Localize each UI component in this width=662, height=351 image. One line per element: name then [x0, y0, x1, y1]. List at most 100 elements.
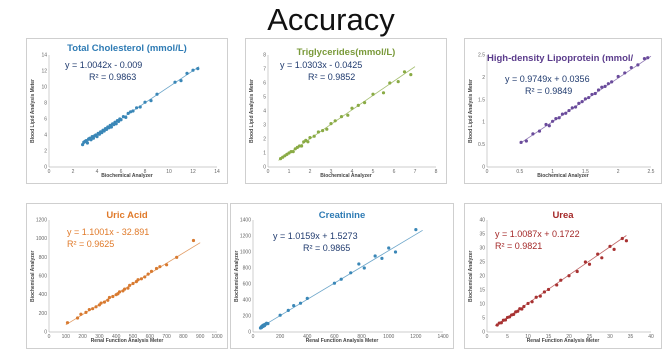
- x-tick-label: 2.5: [648, 169, 655, 175]
- x-tick-label: 2: [617, 169, 620, 175]
- data-point: [158, 265, 162, 269]
- data-point: [266, 322, 270, 326]
- plot-area: 0 100 200 300 400 500 600 700 800 900 1000 0 200 400 6…: [36, 218, 223, 341]
- data-point: [291, 150, 295, 154]
- data-point: [388, 81, 392, 85]
- data-point: [402, 70, 407, 74]
- data-point: [381, 91, 386, 95]
- data-point: [155, 92, 159, 96]
- data-point: [610, 80, 614, 84]
- data-point: [81, 143, 85, 147]
- r-squared: R² = 0.9865: [303, 243, 351, 253]
- x-tick-label: 0: [486, 169, 489, 175]
- chart-total-cholesterol: Total Cholesterol (mmol/L) y = 1.0042x -…: [26, 38, 228, 184]
- x-tick-label: 8: [435, 169, 438, 175]
- data-point: [111, 294, 115, 299]
- x-tick-label: 100: [62, 334, 71, 340]
- data-point: [107, 295, 112, 300]
- data-point: [519, 140, 523, 144]
- y-axis-label: Biochemical Analyzer: [30, 250, 36, 302]
- x-tick-label: 2: [309, 169, 312, 175]
- data-point: [146, 272, 150, 276]
- data-point: [542, 290, 546, 294]
- data-point: [547, 124, 551, 128]
- y-tick-label: 400: [243, 298, 252, 304]
- x-axis-label: Renal Function Analysis Meter: [305, 338, 379, 344]
- data-point: [524, 139, 528, 143]
- x-tick-label: 1.5: [582, 169, 589, 175]
- data-point: [124, 115, 128, 119]
- x-tick-label: 7: [414, 169, 417, 175]
- x-tick-label: 8: [144, 169, 147, 175]
- data-point: [362, 266, 366, 270]
- x-tick-label: 10: [525, 334, 531, 340]
- data-point: [128, 283, 132, 287]
- data-point: [100, 131, 104, 135]
- y-tick-label: 0: [482, 165, 485, 171]
- x-tick-label: 0: [486, 334, 489, 340]
- y-tick-label: 30: [479, 246, 485, 252]
- data-point: [126, 111, 130, 115]
- x-tick-label: 600: [146, 334, 155, 340]
- data-point: [590, 92, 594, 97]
- data-point: [534, 295, 538, 299]
- data-point: [333, 119, 337, 123]
- x-axis-label: Biochemical Analyzer: [320, 173, 372, 179]
- data-point: [603, 84, 607, 88]
- x-tick-label: 35: [628, 334, 634, 340]
- y-tick-label: 2: [44, 149, 47, 155]
- x-tick-label: 6: [393, 169, 396, 175]
- data-point: [316, 130, 320, 134]
- plot-area: 0 5 10 15 20 25 30 35 40 0 5 10 15 20 25 30 35 40: [479, 218, 654, 341]
- x-tick-label: 300: [95, 334, 104, 340]
- data-point: [363, 101, 367, 105]
- data-point: [292, 304, 296, 308]
- data-point: [312, 134, 316, 138]
- chart-triglycerides: Triglycerides(mmol/L) y = 1.0303x - 0.04…: [245, 38, 447, 184]
- data-point: [325, 127, 329, 131]
- chart-hdl: High-density Lipoprotein (mmol/ y = 0.97…: [464, 38, 662, 184]
- x-tick-label: 500: [129, 334, 138, 340]
- data-point: [346, 113, 350, 117]
- data-point: [91, 136, 95, 140]
- data-point: [143, 100, 147, 104]
- x-tick-label: 1200: [410, 334, 421, 340]
- x-tick-label: 25: [587, 334, 593, 340]
- y-tick-label: 1000: [36, 236, 47, 242]
- data-point: [516, 309, 520, 313]
- data-point: [278, 313, 282, 317]
- data-point: [512, 312, 516, 316]
- x-tick-label: 14: [214, 169, 220, 175]
- data-point: [91, 307, 95, 311]
- regression-equation: y = 1.1001x - 32.891: [67, 227, 150, 237]
- data-point: [623, 71, 627, 75]
- y-tick-label: 5: [482, 316, 485, 322]
- data-point: [608, 244, 612, 248]
- data-point: [136, 278, 140, 282]
- x-axis-label: Biochemical Analyzer: [101, 173, 153, 179]
- data-point: [117, 119, 121, 123]
- x-tick-label: 3: [330, 169, 333, 175]
- y-axis-label: Blood Lipid Analysis Meter: [468, 79, 474, 143]
- x-tick-label: 0: [267, 169, 270, 175]
- data-point: [544, 122, 548, 127]
- data-point: [559, 278, 563, 282]
- x-tick-label: 40: [648, 334, 654, 340]
- data-point: [612, 247, 616, 251]
- r-squared: R² = 0.9625: [67, 239, 115, 249]
- data-point: [329, 122, 333, 126]
- data-point: [546, 287, 551, 292]
- plot-area: 0 1 2 3 4 5 6 7 8 0 1 2 3 4 5 6 7 8: [263, 53, 438, 176]
- y-tick-label: 8: [44, 101, 47, 107]
- y-tick-label: 1200: [36, 218, 47, 224]
- data-point: [616, 74, 620, 79]
- x-tick-label: 10: [166, 169, 172, 175]
- data-point: [606, 82, 610, 86]
- data-point: [387, 246, 391, 250]
- data-point: [414, 228, 418, 232]
- data-point: [620, 236, 624, 241]
- data-point: [149, 99, 153, 103]
- data-point: [97, 132, 101, 136]
- x-tick-label: 400: [112, 334, 121, 340]
- data-point: [593, 91, 597, 96]
